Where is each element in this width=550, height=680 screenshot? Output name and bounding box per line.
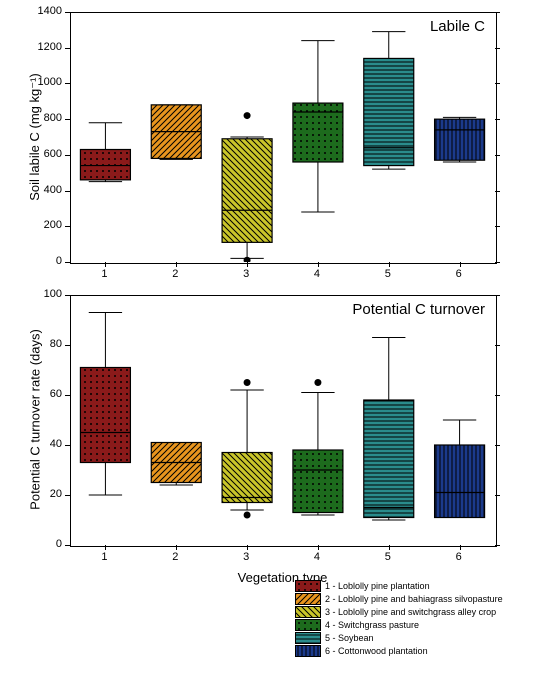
x-tick-label: 6: [456, 268, 462, 280]
x-tick: [460, 262, 461, 267]
box-group: [435, 117, 485, 162]
box-group: [435, 420, 485, 518]
legend-item: 4 - Switchgrass pasture: [295, 619, 503, 631]
legend-swatch: [295, 645, 321, 657]
legend-label: 1 - Loblolly pine plantation: [325, 581, 430, 591]
y-tick-label: 400: [44, 184, 62, 196]
y-tick-right: [495, 495, 500, 496]
legend-label: 6 - Cottonwood plantation: [325, 646, 428, 656]
x-tick-label: 1: [101, 268, 107, 280]
y-tick-label: 20: [50, 488, 62, 500]
legend-swatch: [295, 606, 321, 618]
box-group: [293, 379, 343, 515]
y-tick-right: [495, 295, 500, 296]
y-tick-right: [495, 545, 500, 546]
box-group: [222, 379, 272, 519]
y-tick-right: [495, 262, 500, 263]
x-tick-label: 4: [314, 268, 320, 280]
boxplot-svg: [70, 12, 495, 262]
y-tick-right: [495, 395, 500, 396]
y-axis-label: Potential C turnover rate (days): [28, 320, 43, 520]
legend-swatch: [295, 580, 321, 592]
x-tick-label: 3: [243, 551, 249, 563]
y-tick-right: [495, 191, 500, 192]
y-tick-right: [495, 155, 500, 156]
y-tick-label: 40: [50, 438, 62, 450]
x-tick: [460, 545, 461, 550]
y-tick-right: [495, 12, 500, 13]
legend-item: 2 - Loblolly pine and bahiagrass silvopa…: [295, 593, 503, 605]
x-tick-label: 2: [172, 268, 178, 280]
box-group: [293, 41, 343, 212]
y-tick-label: 0: [56, 255, 62, 267]
x-tick: [105, 262, 106, 267]
legend-item: 6 - Cottonwood plantation: [295, 645, 503, 657]
legend-label: 2 - Loblolly pine and bahiagrass silvopa…: [325, 594, 503, 604]
y-tick-right: [495, 345, 500, 346]
y-tick-label: 600: [44, 148, 62, 160]
x-tick-label: 6: [456, 551, 462, 563]
x-tick: [176, 262, 177, 267]
x-tick: [389, 545, 390, 550]
y-tick-label: 60: [50, 388, 62, 400]
legend-item: 1 - Loblolly pine plantation: [295, 580, 503, 592]
x-tick-label: 5: [385, 268, 391, 280]
legend-swatch: [295, 632, 321, 644]
y-tick-label: 100: [44, 288, 62, 300]
y-tick: [65, 262, 70, 263]
x-tick: [389, 262, 390, 267]
x-tick-label: 2: [172, 551, 178, 563]
y-tick-right: [495, 119, 500, 120]
box-group: [222, 112, 272, 262]
x-tick-label: 1: [101, 551, 107, 563]
x-tick-label: 4: [314, 551, 320, 563]
legend: 1 - Loblolly pine plantation 2 - Loblolly…: [295, 580, 503, 658]
y-tick-label: 200: [44, 219, 62, 231]
legend-label: 5 - Soybean: [325, 633, 374, 643]
legend-swatch: [295, 619, 321, 631]
box-group: [151, 105, 201, 159]
box-group: [80, 313, 130, 496]
x-tick: [176, 545, 177, 550]
box-group: [364, 32, 414, 170]
y-tick-label: 80: [50, 338, 62, 350]
y-tick-label: 800: [44, 112, 62, 124]
box-group: [80, 123, 130, 182]
x-tick: [247, 545, 248, 550]
x-tick-label: 3: [243, 268, 249, 280]
legend-label: 3 - Loblolly pine and switchgrass alley …: [325, 607, 496, 617]
y-tick-right: [495, 48, 500, 49]
legend-item: 3 - Loblolly pine and switchgrass alley …: [295, 606, 503, 618]
x-tick: [105, 545, 106, 550]
y-tick-label: 0: [56, 538, 62, 550]
y-axis-label: Soil labile C (mg kg⁻¹): [27, 37, 43, 237]
y-tick-label: 1200: [38, 41, 62, 53]
y-tick-right: [495, 83, 500, 84]
y-tick-right: [495, 445, 500, 446]
legend-item: 5 - Soybean: [295, 632, 503, 644]
legend-label: 4 - Switchgrass pasture: [325, 620, 419, 630]
y-tick-label: 1000: [38, 76, 62, 88]
x-tick: [318, 545, 319, 550]
x-tick: [318, 262, 319, 267]
y-tick-right: [495, 226, 500, 227]
y-tick-label: 1400: [38, 5, 62, 17]
y-tick: [65, 545, 70, 546]
box-group: [364, 338, 414, 521]
boxplot-svg: [70, 295, 495, 545]
x-tick: [247, 262, 248, 267]
legend-swatch: [295, 593, 321, 605]
x-tick-label: 5: [385, 551, 391, 563]
box-group: [151, 443, 201, 486]
